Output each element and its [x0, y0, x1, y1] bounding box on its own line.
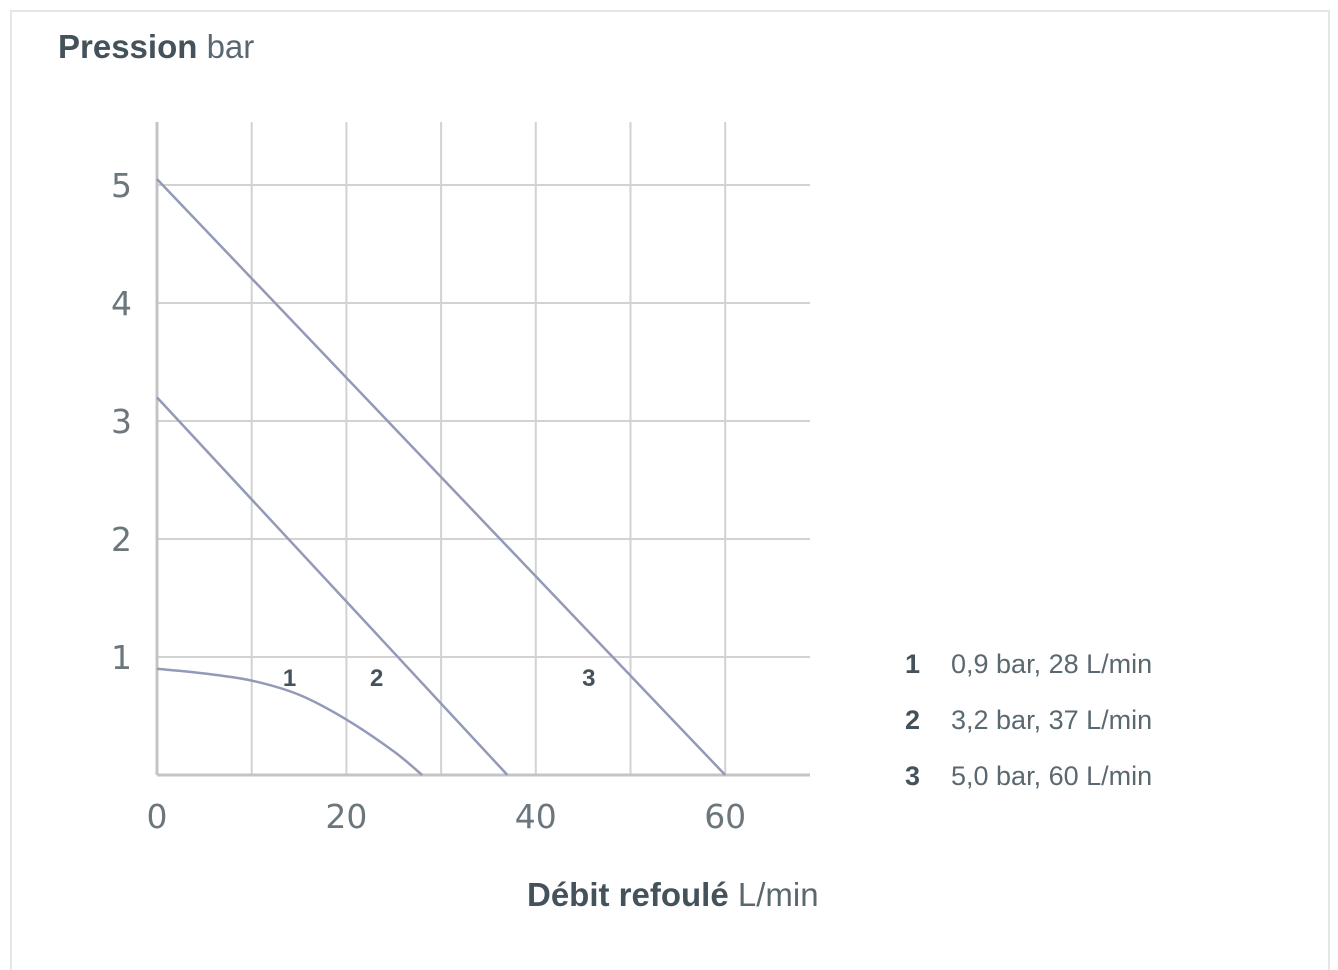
legend-item: 1 0,9 bar, 28 L/min [905, 636, 1152, 692]
y-tick-label: 3 [111, 402, 132, 441]
curve-label: 2 [370, 665, 383, 692]
x-axis-title-unit: L/min [737, 876, 819, 913]
y-tick-label: 5 [111, 166, 132, 205]
x-tick-label: 40 [515, 797, 557, 836]
curve-label: 1 [283, 665, 296, 692]
x-axis-title: Débit refoulé L/min [527, 876, 819, 914]
y-axis-title-unit: bar [206, 28, 255, 65]
y-axis-title-bold: Pression [58, 28, 198, 65]
legend: 1 0,9 bar, 28 L/min 2 3,2 bar, 37 L/min … [905, 636, 1152, 804]
x-axis-title-bold: Débit refoulé [527, 876, 729, 913]
x-tick-label: 0 [147, 797, 168, 836]
x-tick-label: 60 [704, 797, 746, 836]
curve-label: 3 [582, 665, 595, 692]
series-line-1 [156, 667, 423, 776]
y-axis-title: Pression bar [58, 28, 254, 66]
legend-text: 5,0 bar, 60 L/min [951, 760, 1153, 791]
legend-text: 0,9 bar, 28 L/min [951, 648, 1153, 679]
y-tick-label: 2 [111, 520, 132, 559]
legend-item: 2 3,2 bar, 37 L/min [905, 692, 1152, 748]
series-line-2 [156, 396, 509, 776]
legend-key: 2 [905, 704, 921, 735]
legend-key: 3 [905, 760, 921, 791]
legend-text: 3,2 bar, 37 L/min [951, 704, 1153, 735]
y-tick-label: 4 [111, 284, 132, 323]
x-tick-label: 20 [325, 797, 367, 836]
legend-key: 1 [905, 648, 921, 679]
chart-frame [10, 10, 1330, 970]
legend-item: 3 5,0 bar, 60 L/min [905, 748, 1152, 804]
y-tick-label: 1 [111, 638, 132, 677]
series-line-3 [156, 178, 727, 776]
